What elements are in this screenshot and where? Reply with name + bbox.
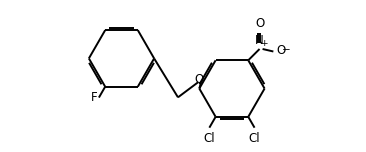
Text: N: N <box>255 34 264 47</box>
Text: Cl: Cl <box>203 132 215 145</box>
Text: Cl: Cl <box>249 132 260 145</box>
Text: F: F <box>91 91 98 104</box>
Text: −: − <box>282 45 291 55</box>
Text: +: + <box>260 39 268 48</box>
Text: O: O <box>255 17 264 30</box>
Text: O: O <box>276 44 285 57</box>
Text: O: O <box>195 73 204 86</box>
